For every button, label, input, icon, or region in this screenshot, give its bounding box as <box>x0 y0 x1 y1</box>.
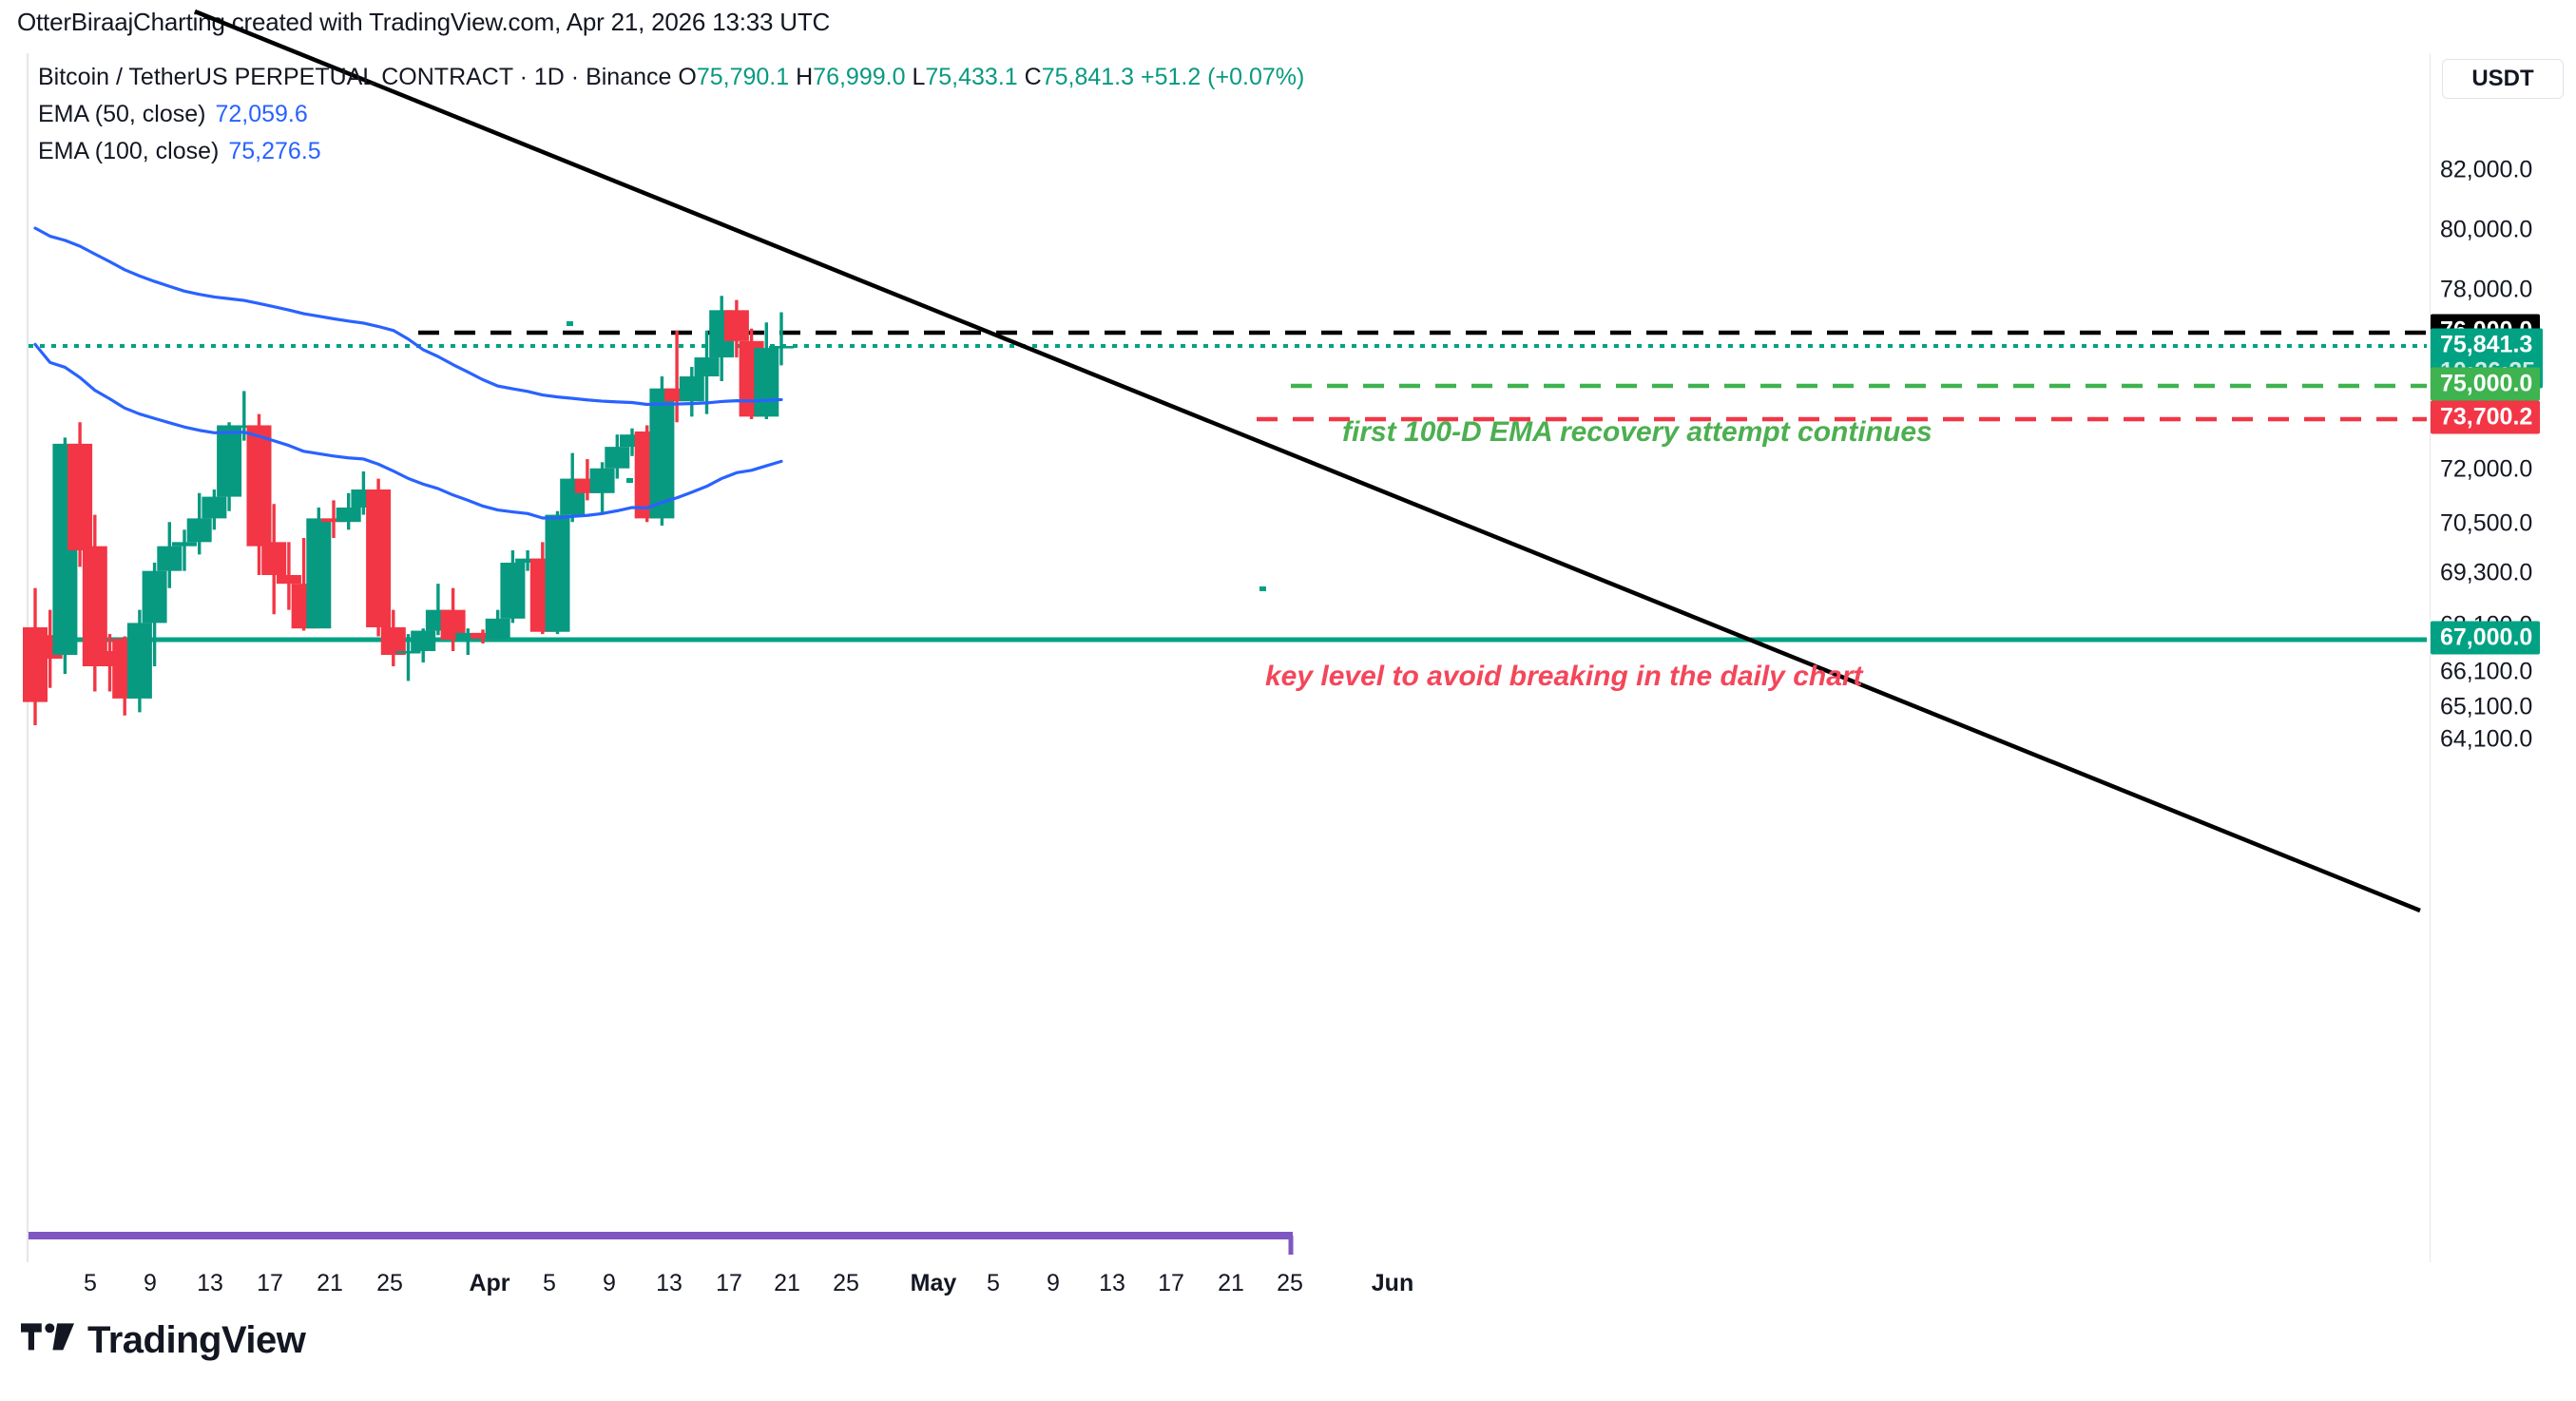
annotation-ema-recovery-note: first 100-D EMA recovery attempt continu… <box>1342 416 1932 448</box>
low-value: 75,433.1 <box>925 64 1018 90</box>
high-label: H <box>796 64 814 90</box>
price-pill[interactable]: 75,000.0 <box>2431 367 2541 401</box>
tradingview-logo-icon <box>21 1322 74 1350</box>
time-tick: 21 <box>774 1270 800 1296</box>
time-tick: 25 <box>1277 1270 1303 1296</box>
ema100-label: EMA (100, close) <box>38 137 220 164</box>
price-tick: 69,300.0 <box>2440 559 2533 586</box>
legend-ema100-row[interactable]: EMA (100, close) 75,276.5 <box>38 133 1304 170</box>
price-pill[interactable]: 67,000.0 <box>2431 621 2541 655</box>
time-tick: 5 <box>987 1270 1000 1296</box>
time-scale[interactable]: 5 9 13 17 21 25 Apr 5 9 13 17 21 25 May 5 9 13 17 21 25 Jun <box>27 1264 2427 1321</box>
price-pill[interactable]: 73,700.2 <box>2431 400 2541 434</box>
time-tick: 17 <box>257 1270 283 1296</box>
time-tick: May <box>910 1270 957 1296</box>
time-tick: 17 <box>716 1270 742 1296</box>
symbol-title[interactable]: Bitcoin / TetherUS PERPETUAL CONTRACT · … <box>38 64 672 90</box>
price-tick: 82,000.0 <box>2440 156 2533 183</box>
time-tick: 25 <box>376 1270 403 1296</box>
legend-symbol-row[interactable]: Bitcoin / TetherUS PERPETUAL CONTRACT · … <box>38 59 1304 96</box>
chart-legend: Bitcoin / TetherUS PERPETUAL CONTRACT · … <box>38 59 1304 169</box>
time-tick: 21 <box>317 1270 343 1296</box>
currency-badge[interactable]: USDT <box>2442 59 2564 99</box>
price-tick: 66,100.0 <box>2440 658 2533 685</box>
time-tick: 17 <box>1158 1270 1184 1296</box>
chart-pane[interactable] <box>27 53 2427 1262</box>
time-tick: 25 <box>833 1270 859 1296</box>
price-tick: 80,000.0 <box>2440 216 2533 243</box>
time-tick: Jun <box>1371 1270 1414 1296</box>
time-tick: 5 <box>543 1270 556 1296</box>
time-tick: 9 <box>144 1270 157 1296</box>
ema50-label: EMA (50, close) <box>38 100 206 127</box>
price-tick: 78,000.0 <box>2440 276 2533 303</box>
ema50-value: 72,059.6 <box>215 100 308 127</box>
price-tick: 72,000.0 <box>2440 455 2533 483</box>
change-value: +51.2 (+0.07%) <box>1140 64 1305 90</box>
time-tick: Apr <box>469 1270 510 1296</box>
tradingview-wordmark: TradingView <box>87 1319 306 1361</box>
close-label: C <box>1024 64 1042 90</box>
attribution-text: OtterBiraajCharting created with Trading… <box>17 8 831 36</box>
annotation-key-level-note: key level to avoid breaking in the daily… <box>1265 661 1863 692</box>
tradingview-branding: TradingView <box>21 1319 306 1362</box>
price-tick: 64,100.0 <box>2440 725 2533 753</box>
time-tick: 5 <box>84 1270 97 1296</box>
open-label: O <box>678 64 697 90</box>
ema100-value: 75,276.5 <box>228 137 321 164</box>
price-tick: 65,100.0 <box>2440 693 2533 720</box>
time-tick: 13 <box>656 1270 682 1296</box>
price-tick: 70,500.0 <box>2440 509 2533 537</box>
time-tick: 13 <box>197 1270 223 1296</box>
legend-ema50-row[interactable]: EMA (50, close) 72,059.6 <box>38 96 1304 133</box>
time-tick: 9 <box>603 1270 616 1296</box>
time-tick: 21 <box>1218 1270 1244 1296</box>
time-tick: 13 <box>1099 1270 1125 1296</box>
low-label: L <box>912 64 926 90</box>
time-tick: 9 <box>1047 1270 1060 1296</box>
price-scale[interactable]: 82,000.080,000.078,000.074,000.072,000.0… <box>2430 53 2576 1262</box>
open-value: 75,790.1 <box>696 64 790 90</box>
high-value: 76,999.0 <box>813 64 906 90</box>
close-value: 75,841.3 <box>1041 64 1135 90</box>
